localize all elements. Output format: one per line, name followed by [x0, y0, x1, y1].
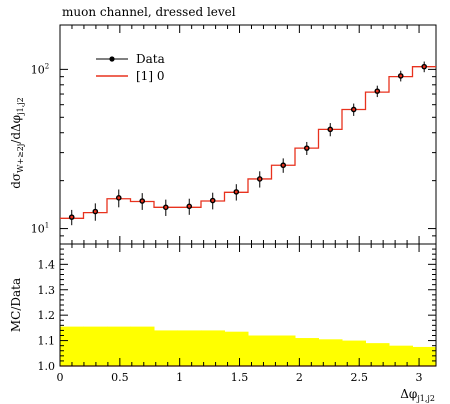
data-point-center: [422, 65, 426, 69]
ratio-plot-panel: 1.0 1.1 1.2 1.3 1.4 0 0.5 1 1.5 2 2.5 3 MC/Data Δφ…: [9, 243, 437, 403]
mc-band-bin: [412, 346, 437, 366]
mc-band-bin: [342, 340, 366, 366]
data-point-center: [399, 74, 403, 78]
data-point-center: [140, 199, 144, 203]
data-point-center: [234, 190, 238, 194]
mc-band-bin: [154, 330, 178, 366]
mc-uncertainty-band: [60, 326, 437, 366]
x-tick-label: 2.5: [350, 371, 368, 384]
main-y-axis-label-part-1: dσ: [9, 173, 23, 189]
data-point-center: [258, 177, 262, 181]
x-axis-label-sub: j1,j2: [416, 394, 435, 403]
main-plot-panel: 101 102 Data [1] 0 dσW+≥2j/dΔφj1,j2: [9, 24, 437, 245]
legend-mc-label: [1] 0: [136, 69, 164, 83]
legend: Data [1] 0: [96, 52, 165, 83]
ratio-y-tick-label: 1.4: [38, 258, 56, 271]
mc-band-bin: [177, 330, 202, 366]
mc-band-bin: [248, 335, 272, 366]
main-plot-frame: [59, 24, 437, 245]
mc-band-bin: [389, 345, 413, 366]
x-tick-label: 0.5: [111, 371, 129, 384]
data-point-center: [187, 204, 191, 208]
main-y-axis-label-sub-1: W+≥2j: [16, 144, 25, 173]
data-point-center: [305, 146, 309, 150]
legend-data-marker: [109, 56, 115, 62]
ratio-y-ticks: 1.0 1.1 1.2 1.3 1.4: [38, 243, 436, 373]
ratio-y-tick-label: 1.3: [38, 284, 56, 297]
mc-band-bin: [60, 326, 84, 366]
data-point-center: [211, 199, 215, 202]
main-y-tick-label: 102: [31, 62, 49, 76]
ratio-y-tick-label: 1.0: [38, 360, 56, 373]
data-point-center: [281, 163, 285, 167]
mc-band-bin: [295, 338, 319, 366]
main-y-tick-label-exponent: 1: [45, 222, 49, 230]
x-tick-label: 1.5: [231, 371, 249, 384]
chart-title: muon channel, dressed level: [62, 5, 236, 19]
mc-band-bin: [83, 326, 108, 366]
main-y-tick-label: 101: [31, 222, 49, 236]
ratio-y-tick-label: 1.2: [38, 309, 56, 322]
data-points: [68, 61, 428, 226]
mc-band-bin: [365, 343, 390, 366]
data-point-center: [164, 205, 168, 209]
data-point-center: [328, 127, 332, 131]
mc-band-bin: [271, 335, 296, 366]
mc-band-bin: [224, 331, 249, 366]
main-y-axis-label-part-2: /dΔφ: [9, 115, 23, 144]
x-tick-label: 0: [57, 371, 64, 384]
data-point-center: [93, 210, 97, 213]
mc-band-bin: [107, 326, 131, 366]
x-tick-label: 1: [176, 371, 183, 384]
data-point-center: [70, 215, 74, 219]
ratio-y-axis-label: MC/Data: [9, 278, 23, 332]
x-tick-label: 3: [416, 371, 423, 384]
main-y-axis-label-sub-2: j1,j2: [16, 97, 25, 116]
legend-data-label: Data: [136, 52, 165, 66]
main-y-ticks: 101 102: [31, 62, 436, 245]
mc-band-bin: [201, 330, 225, 366]
main-y-axis-label: dσW+≥2j/dΔφj1,j2: [9, 97, 25, 189]
main-y-tick-label-exponent: 2: [45, 62, 49, 70]
mc-histogram-line: [60, 66, 437, 219]
mc-histogram: [60, 66, 437, 219]
main-x-ticks: [59, 25, 420, 244]
mc-band-bin: [130, 326, 155, 366]
ratio-x-ticks: 0 0.5 1 1.5 2 2.5 3: [57, 244, 423, 384]
mc-band-bin: [318, 339, 343, 366]
data-point-center: [117, 196, 121, 200]
x-axis-label-main: Δφ: [400, 387, 417, 401]
data-point-center: [375, 89, 379, 93]
x-axis-label: Δφj1,j2: [400, 387, 435, 403]
data-point-center: [352, 108, 356, 111]
x-tick-label: 2: [296, 371, 303, 384]
ratio-y-tick-label: 1.1: [38, 335, 56, 348]
